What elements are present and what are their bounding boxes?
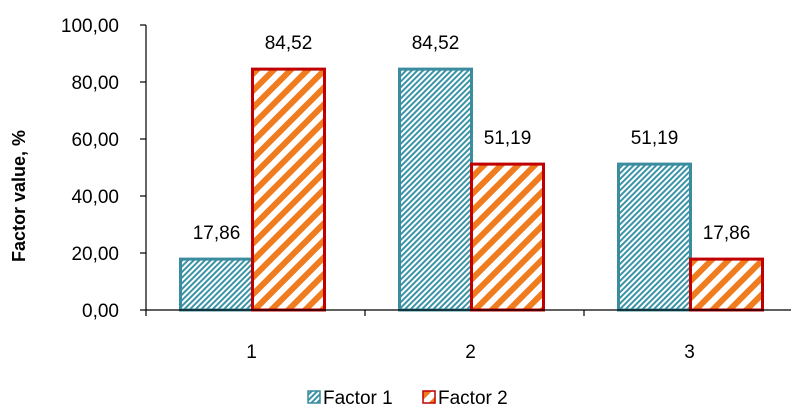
data-label-factor-2-cat-1: 84,52 — [265, 33, 313, 54]
legend-item-factor-1: Factor 1 — [307, 388, 393, 409]
y-axis-title: Factor value, % — [9, 130, 29, 262]
bar-factor-2-cat-3 — [689, 257, 764, 312]
y-tick-label: 100,00 — [61, 16, 119, 37]
bar-factor-2-cat-2 — [470, 162, 545, 312]
legend-label-factor-1: Factor 1 — [323, 388, 393, 409]
legend-label-factor-2: Factor 2 — [438, 388, 508, 409]
legend-swatch-factor-1 — [307, 390, 321, 404]
bar-factor-1-cat-3 — [617, 162, 692, 312]
bar-factor-2-cat-1 — [251, 67, 326, 312]
data-label-factor-2-cat-3: 17,86 — [703, 223, 751, 244]
y-axis: 0,00 20,00 40,00 60,00 80,00 100,00 — [61, 16, 146, 322]
data-label-factor-1-cat-2: 84,52 — [412, 33, 460, 54]
y-tick-label: 80,00 — [71, 73, 119, 94]
bar-factor-1-cat-2 — [398, 67, 473, 312]
data-label-factor-2-cat-2: 51,19 — [484, 128, 532, 149]
data-labels: 17,86 84,52 51,19 84,52 51,19 17,86 — [193, 33, 751, 244]
y-tick-label: 0,00 — [82, 301, 119, 322]
legend: Factor 1 Factor 2 — [307, 388, 508, 409]
y-tick-label: 20,00 — [71, 244, 119, 265]
x-tick-label: 1 — [246, 342, 257, 363]
data-label-factor-1-cat-1: 17,86 — [193, 223, 241, 244]
x-tick-label: 3 — [684, 342, 695, 363]
y-tick-label: 60,00 — [71, 130, 119, 151]
data-label-factor-1-cat-3: 51,19 — [631, 128, 679, 149]
y-tick-label: 40,00 — [71, 187, 119, 208]
x-axis: 1 2 3 — [145, 310, 695, 363]
bar-factor-1-cat-1 — [179, 257, 254, 312]
legend-item-factor-2: Factor 2 — [422, 388, 508, 409]
x-tick-label: 2 — [465, 342, 476, 363]
legend-swatch-factor-2 — [422, 390, 436, 404]
bars — [179, 67, 764, 312]
